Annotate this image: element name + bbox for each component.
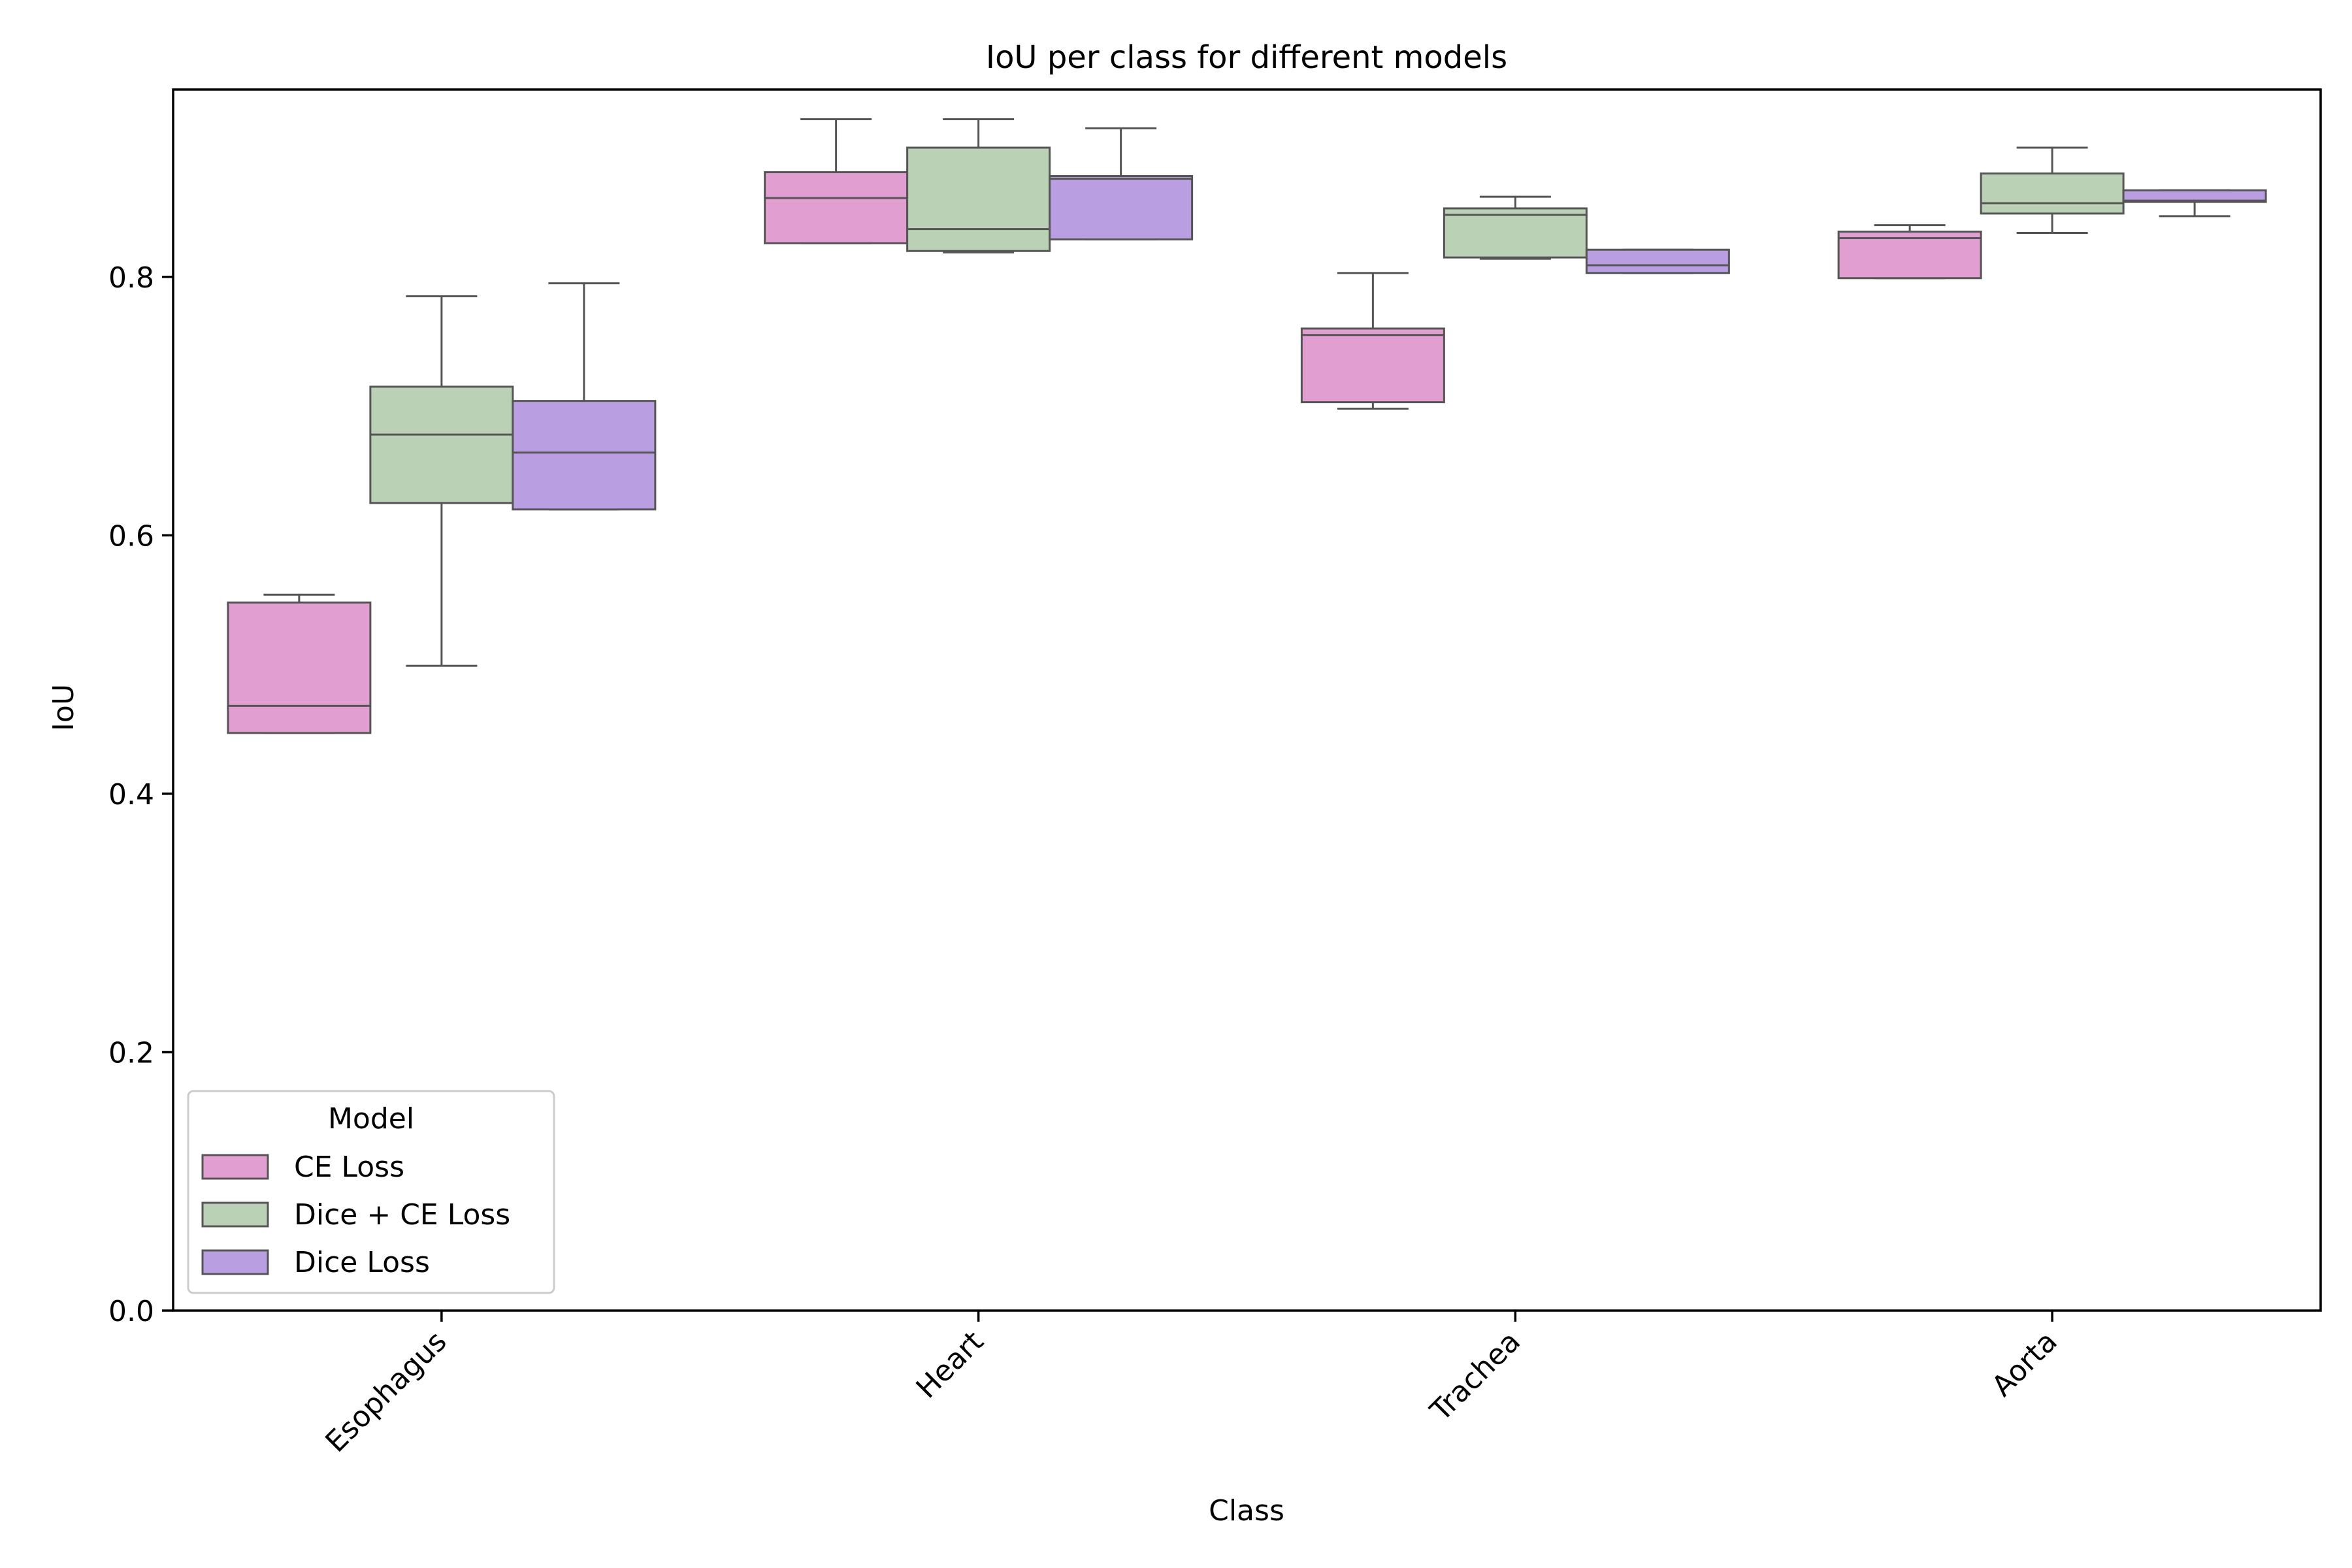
box-dice-loss-trachea	[1585, 248, 1730, 274]
legend-label: Dice Loss	[294, 1246, 430, 1279]
y-tick-label: 0.6	[108, 519, 154, 553]
x-axis-label: Class	[1209, 1494, 1284, 1527]
x-axis-ticks: Esophagus Heart Trachea Aorta	[319, 1311, 2064, 1459]
box-iqr	[369, 385, 514, 504]
y-tick-label: 0.2	[108, 1036, 154, 1070]
box-ce-loss-aorta	[1837, 224, 1982, 280]
box-iqr	[764, 171, 909, 244]
box-ce-loss-trachea	[1300, 272, 1445, 410]
y-axis-ticks: 0.0 0.2 0.4 0.6 0.8	[108, 261, 173, 1328]
box-iqr	[1300, 327, 1445, 404]
legend-items: CE Loss Dice + CE Loss Dice Loss	[201, 1151, 510, 1279]
legend-swatch	[201, 1154, 269, 1180]
x-tick-label-esophagus: Esophagus	[319, 1325, 453, 1459]
x-tick-label-aorta: Aorta	[1985, 1325, 2064, 1403]
x-tick-label-heart: Heart	[910, 1325, 990, 1405]
legend-swatch	[201, 1249, 269, 1275]
box-iqr	[1443, 207, 1588, 259]
legend: Model CE Loss Dice + CE Loss Dice Loss	[187, 1090, 555, 1294]
box-iqr	[1585, 248, 1730, 274]
legend-title: Model	[328, 1102, 414, 1135]
legend-item-ce-loss: CE Loss	[201, 1151, 404, 1184]
plot-frame	[172, 88, 2322, 1312]
box-dice-ce-loss-esophagus	[369, 295, 514, 667]
box-iqr	[1837, 231, 1982, 280]
box-iqr	[2122, 189, 2267, 203]
box-iqr	[512, 400, 657, 511]
box-iqr	[227, 601, 372, 734]
y-tick-label: 0.4	[108, 778, 154, 811]
plot-boxes	[227, 118, 2267, 734]
legend-item-dice-loss: Dice Loss	[201, 1246, 430, 1279]
legend-label: CE Loss	[294, 1151, 404, 1184]
box-dice-ce-loss-trachea	[1443, 195, 1588, 260]
y-tick-label: 0.8	[108, 261, 154, 295]
box-dice-loss-aorta	[2122, 189, 2267, 218]
legend-swatch	[201, 1201, 269, 1228]
box-iqr	[1049, 175, 1194, 240]
box-dice-ce-loss-heart	[906, 118, 1051, 253]
box-dice-loss-esophagus	[512, 282, 657, 511]
y-axis-label: IoU	[47, 684, 80, 731]
chart-title: IoU per class for different models	[986, 39, 1507, 76]
box-ce-loss-heart	[764, 118, 909, 244]
legend-label: Dice + CE Loss	[294, 1198, 510, 1232]
box-dice-loss-heart	[1049, 127, 1194, 240]
box-dice-ce-loss-aorta	[1980, 146, 2125, 235]
box-ce-loss-esophagus	[227, 593, 372, 734]
legend-item-dice-ce-loss: Dice + CE Loss	[201, 1198, 510, 1232]
y-tick-label: 0.0	[108, 1295, 154, 1328]
box-iqr	[906, 146, 1051, 252]
box-iqr	[1980, 172, 2125, 215]
legend-frame	[187, 1090, 555, 1294]
x-tick-label-trachea: Trachea	[1424, 1325, 1527, 1428]
